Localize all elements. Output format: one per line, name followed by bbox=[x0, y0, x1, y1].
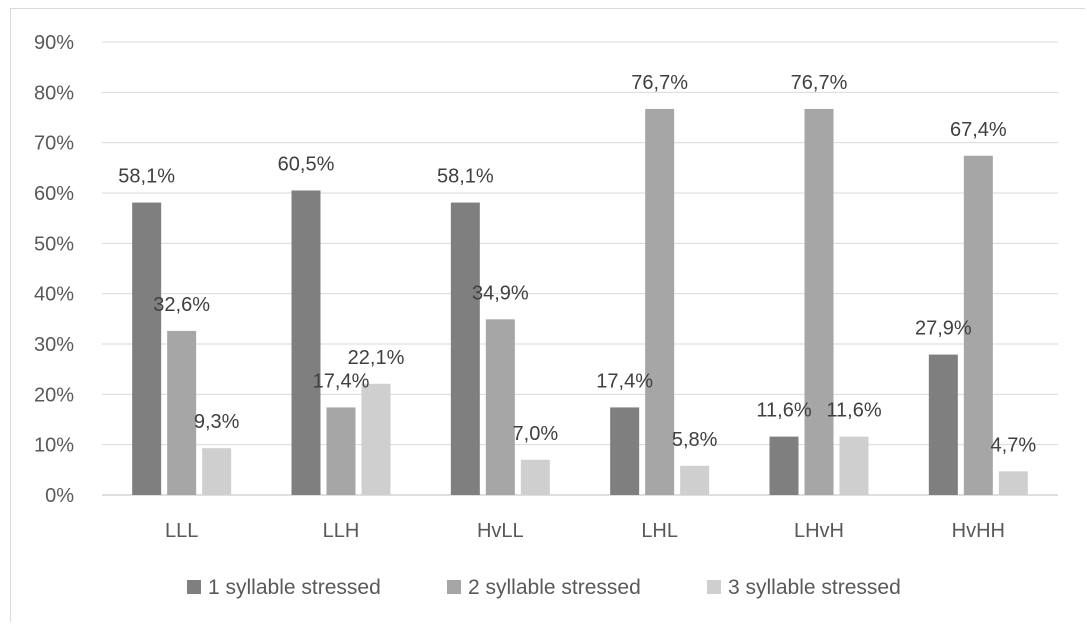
y-tick-label: 80% bbox=[34, 82, 74, 104]
legend-label: 2 syllable stressed bbox=[468, 576, 641, 599]
data-label: 4,7% bbox=[991, 434, 1037, 456]
y-tick-label: 70% bbox=[34, 133, 74, 155]
bar bbox=[998, 471, 1028, 495]
legend-swatch bbox=[187, 580, 201, 594]
data-label: 11,6% bbox=[756, 400, 811, 422]
data-label: 76,7% bbox=[791, 72, 848, 94]
y-tick-label: 0% bbox=[45, 485, 74, 507]
data-label: 76,7% bbox=[631, 72, 688, 94]
bar bbox=[167, 330, 197, 495]
bar bbox=[326, 407, 356, 495]
data-label: 17,4% bbox=[313, 370, 370, 392]
y-tick-label: 10% bbox=[34, 435, 74, 457]
bar bbox=[839, 436, 869, 495]
bar bbox=[520, 459, 550, 495]
bar bbox=[361, 383, 391, 495]
data-label: 5,8% bbox=[672, 429, 718, 451]
bar bbox=[485, 319, 515, 495]
legend: 1 syllable stressed 2 syllable stressed 3 … bbox=[187, 576, 901, 599]
x-tick-label: HvHH bbox=[952, 520, 1005, 542]
data-labels: 58,1%32,6%9,3%60,5%17,4%22,1%58,1%34,9%7… bbox=[118, 72, 1036, 456]
bar bbox=[610, 407, 640, 495]
data-label: 17,4% bbox=[596, 370, 653, 392]
data-label: 22,1% bbox=[348, 347, 405, 369]
x-tick-label: HvLL bbox=[477, 520, 524, 542]
y-tick-label: 30% bbox=[34, 334, 74, 356]
legend-swatch bbox=[447, 580, 461, 594]
data-label: 7,0% bbox=[513, 423, 559, 445]
x-tick-label: LLH bbox=[323, 520, 360, 542]
data-label: 60,5% bbox=[278, 153, 335, 175]
data-label: 58,1% bbox=[118, 166, 175, 188]
legend-label: 1 syllable stressed bbox=[208, 576, 381, 599]
x-tick-label: LHvH bbox=[794, 520, 844, 542]
bar bbox=[963, 155, 993, 495]
data-label: 67,4% bbox=[950, 119, 1007, 141]
bar bbox=[645, 108, 675, 496]
bar bbox=[769, 436, 799, 495]
data-label: 27,9% bbox=[915, 318, 972, 340]
data-label: 58,1% bbox=[437, 166, 494, 188]
bar bbox=[804, 108, 834, 496]
legend-swatch bbox=[707, 580, 721, 594]
data-label: 32,6% bbox=[153, 294, 210, 316]
y-tick-label: 90% bbox=[34, 32, 74, 54]
x-tick-label: LLL bbox=[165, 520, 198, 542]
gridlines bbox=[102, 41, 1058, 496]
y-axis-ticks: 0% 10% 20% 30% 40% 50% 60% 70% 80% 90% bbox=[34, 32, 74, 507]
bar bbox=[202, 448, 232, 495]
bars bbox=[132, 108, 1028, 496]
bar bbox=[291, 190, 321, 495]
bar bbox=[132, 202, 162, 495]
data-label: 11,6% bbox=[826, 400, 881, 422]
x-axis-ticks: LLL LLH HvLL LHL LHvH HvHH bbox=[165, 520, 1005, 542]
bar bbox=[928, 354, 958, 495]
bar bbox=[680, 465, 710, 495]
x-tick-label: LHL bbox=[641, 520, 678, 542]
legend-label: 3 syllable stressed bbox=[728, 576, 901, 599]
y-tick-label: 60% bbox=[34, 183, 74, 205]
bar bbox=[450, 202, 480, 495]
chart-frame bbox=[10, 8, 1085, 622]
data-label: 9,3% bbox=[194, 411, 240, 433]
data-label: 34,9% bbox=[472, 282, 529, 304]
y-tick-label: 50% bbox=[34, 233, 74, 255]
y-tick-label: 40% bbox=[34, 284, 74, 306]
y-tick-label: 20% bbox=[34, 384, 74, 406]
